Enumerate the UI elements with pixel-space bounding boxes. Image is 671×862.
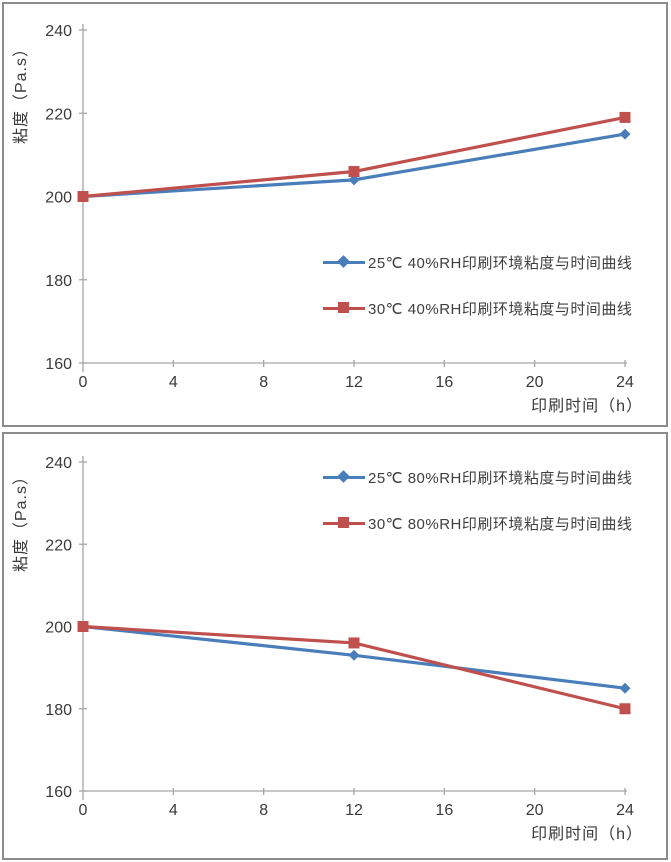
chart-panel-top: 160 180 200 220 240 0 4 8 12 16 20 24 印刷时间（h） 粘度（Pa.s…: [2, 2, 668, 427]
svg-text:20: 20: [526, 802, 544, 819]
svg-text:4: 4: [169, 802, 178, 819]
svg-text:印刷时间（h）: 印刷时间（h）: [531, 825, 643, 843]
legend-marker-red-square-icon: [323, 302, 365, 314]
svg-text:12: 12: [345, 802, 363, 819]
svg-text:粘度（Pa.s）: 粘度（Pa.s）: [12, 40, 30, 144]
svg-text:0: 0: [79, 802, 88, 819]
svg-text:8: 8: [259, 374, 268, 391]
svg-text:200: 200: [45, 620, 72, 637]
svg-text:24: 24: [616, 802, 634, 819]
svg-text:8: 8: [259, 802, 268, 819]
svg-text:220: 220: [45, 537, 72, 554]
svg-text:4: 4: [169, 374, 178, 391]
legend-marker-blue-diamond-icon: [323, 470, 365, 483]
svg-text:220: 220: [45, 106, 72, 123]
svg-text:印刷时间（h）: 印刷时间（h）: [531, 397, 643, 415]
svg-text:16: 16: [435, 802, 453, 819]
legend-label: 25℃ 40%RH印刷环境粘度与时间曲线: [368, 254, 633, 272]
svg-text:160: 160: [45, 356, 72, 373]
legend-marker-blue-diamond-icon: [323, 255, 365, 268]
svg-text:180: 180: [45, 702, 72, 719]
svg-text:240: 240: [45, 23, 72, 40]
svg-text:16: 16: [435, 374, 453, 391]
svg-text:24: 24: [616, 374, 634, 391]
legend-entry-25c-80rh: 25℃ 80%RH印刷环境粘度与时间曲线: [323, 466, 632, 488]
svg-text:粘度（Pa.s）: 粘度（Pa.s）: [12, 468, 30, 572]
legend-label: 30℃ 80%RH印刷环境粘度与时间曲线: [368, 515, 633, 533]
legend-entry-30c-80rh: 30℃ 80%RH印刷环境粘度与时间曲线: [323, 512, 632, 534]
legend-marker-red-square-icon: [323, 517, 365, 529]
svg-text:0: 0: [79, 374, 88, 391]
svg-text:180: 180: [45, 273, 72, 290]
chart-panel-bottom: 160 180 200 220 240 0 4 8 12 16 20 24 印刷时间（h） 粘度（Pa.s…: [2, 432, 668, 860]
legend-entry-30c-40rh: 30℃ 40%RH印刷环境粘度与时间曲线: [323, 297, 632, 319]
svg-text:200: 200: [45, 190, 72, 207]
svg-text:240: 240: [45, 455, 72, 472]
legend-entry-25c-40rh: 25℃ 40%RH印刷环境粘度与时间曲线: [323, 251, 632, 273]
svg-text:20: 20: [526, 374, 544, 391]
legend-label: 30℃ 40%RH印刷环境粘度与时间曲线: [368, 300, 633, 318]
svg-text:12: 12: [345, 374, 363, 391]
svg-text:160: 160: [45, 784, 72, 801]
legend-label: 25℃ 80%RH印刷环境粘度与时间曲线: [368, 469, 633, 487]
viscosity-time-chart-40rh: 160 180 200 220 240 0 4 8 12 16 20 24 印刷时间（h） 粘度（Pa.s…: [12, 23, 643, 415]
viscosity-time-chart-80rh: 160 180 200 220 240 0 4 8 12 16 20 24 印刷时间（h） 粘度（Pa.s…: [12, 455, 643, 843]
